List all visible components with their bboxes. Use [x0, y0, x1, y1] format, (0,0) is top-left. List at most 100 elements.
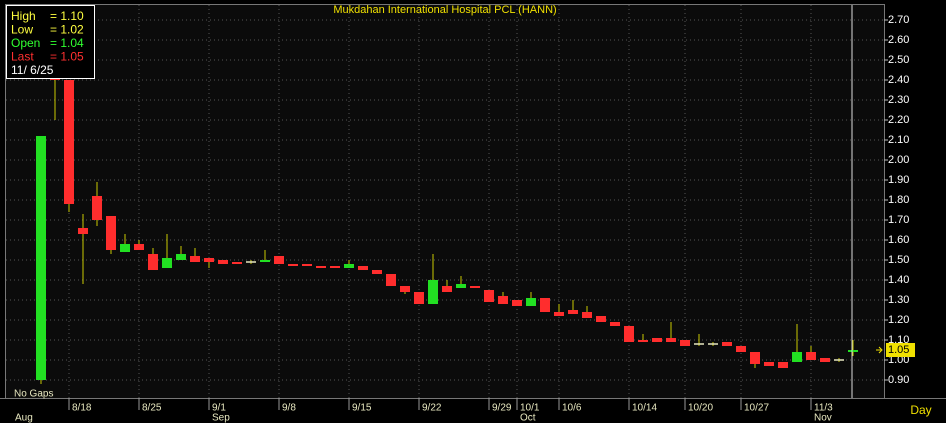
info-date: 11/ 6/25 [11, 63, 54, 77]
candle-body [302, 264, 312, 266]
x-tick-label: 10/6 [562, 403, 582, 414]
x-tick-label: 9/15 [352, 403, 372, 414]
candle-body [176, 254, 186, 260]
y-tick-label: 1.60 [888, 234, 909, 246]
candle-body [134, 244, 144, 250]
info-value: = 1.04 [50, 36, 84, 50]
candle-body [372, 270, 382, 274]
info-label: High [11, 9, 36, 23]
candle-body [148, 254, 158, 270]
candle-body [666, 338, 676, 342]
y-tick-label: 1.50 [888, 254, 909, 266]
info-box [6, 5, 95, 79]
y-tick-label: 2.70 [888, 14, 909, 26]
month-label: Oct [520, 413, 536, 423]
y-tick-label: 2.50 [888, 54, 909, 66]
candle-body [442, 286, 452, 292]
candle-body [288, 264, 298, 266]
candle-body [344, 264, 354, 268]
candle-body [652, 338, 662, 342]
y-tick-label: 1.90 [888, 174, 909, 186]
candle-body [554, 312, 564, 316]
candle-body [330, 266, 340, 268]
y-tick-label: 1.40 [888, 274, 909, 286]
y-tick-label: 0.90 [888, 374, 909, 386]
x-tick-label: 8/18 [72, 403, 92, 414]
y-tick-label: 1.20 [888, 314, 909, 326]
candle-body [232, 262, 242, 264]
last-tag: 1.05 [888, 344, 909, 356]
x-axis-label: Day [910, 403, 931, 417]
candle-body [64, 80, 74, 204]
y-tick-label: 2.40 [888, 74, 909, 86]
candle-body [582, 312, 592, 318]
candle-body [92, 196, 102, 220]
x-tick-label: 10/1 [520, 403, 540, 414]
candle-body [78, 228, 88, 234]
candle-body [260, 260, 270, 262]
candle-body [848, 350, 858, 352]
candle-body [204, 258, 214, 262]
candle-body [428, 280, 438, 304]
candle-body [274, 256, 284, 264]
y-tick-label: 2.00 [888, 154, 909, 166]
candle-body [806, 352, 816, 360]
x-tick-label: 10/20 [688, 403, 713, 414]
candle-body [778, 362, 788, 368]
info-label: Low [11, 23, 33, 37]
info-label: Last [11, 50, 34, 64]
candle-body [120, 244, 130, 252]
candle-body [190, 256, 200, 262]
y-tick-label: 1.70 [888, 214, 909, 226]
info-label: Open [11, 36, 40, 50]
last-tag-box [886, 343, 915, 357]
y-tick-label: 2.60 [888, 34, 909, 46]
chart-title: Mukdahan International Hospital PCL (HAN… [333, 4, 556, 16]
candle-body [456, 284, 466, 288]
last-arrow [876, 346, 883, 354]
candle-body [414, 292, 424, 304]
candle-body [162, 258, 172, 268]
candle-body [568, 310, 578, 314]
candle-body [218, 260, 228, 264]
candle-body [498, 296, 508, 304]
candle-body [512, 300, 522, 306]
month-label: Nov [814, 413, 832, 423]
info-value: = 1.02 [50, 23, 84, 37]
candle-body [386, 274, 396, 286]
candle-body [750, 352, 760, 364]
plot-area [5, 4, 885, 399]
x-tick-label: 9/8 [282, 403, 296, 414]
month-label: Aug [15, 413, 33, 423]
candle-body [36, 136, 46, 380]
x-tick-label: 10/27 [744, 403, 769, 414]
candle-body [736, 346, 746, 352]
x-tick-label: 9/29 [492, 403, 512, 414]
y-tick-label: 1.30 [888, 294, 909, 306]
x-tick-label: 8/25 [142, 403, 162, 414]
candle-body [596, 316, 606, 322]
info-value: = 1.05 [50, 50, 84, 64]
candle-body [610, 322, 620, 326]
y-tick-label: 1.80 [888, 194, 909, 206]
info-value: = 1.10 [50, 9, 84, 23]
candle-body [400, 286, 410, 292]
candle-body [722, 342, 732, 346]
candle-body [624, 326, 634, 342]
month-label: Sep [212, 413, 230, 423]
candle-body [484, 290, 494, 302]
x-tick-label: 10/14 [632, 403, 657, 414]
y-tick-label: 2.20 [888, 114, 909, 126]
candle-body [470, 286, 480, 288]
candle-body [316, 266, 326, 268]
candle-body [106, 216, 116, 250]
y-tick-label: 1.10 [888, 334, 909, 346]
candle-body [792, 352, 802, 362]
y-tick-label: 2.30 [888, 94, 909, 106]
candle-body [820, 358, 830, 362]
note: No Gaps [14, 389, 53, 400]
candle-body [358, 266, 368, 270]
candle-body [540, 298, 550, 312]
x-tick-label: 11/3 [814, 403, 833, 414]
